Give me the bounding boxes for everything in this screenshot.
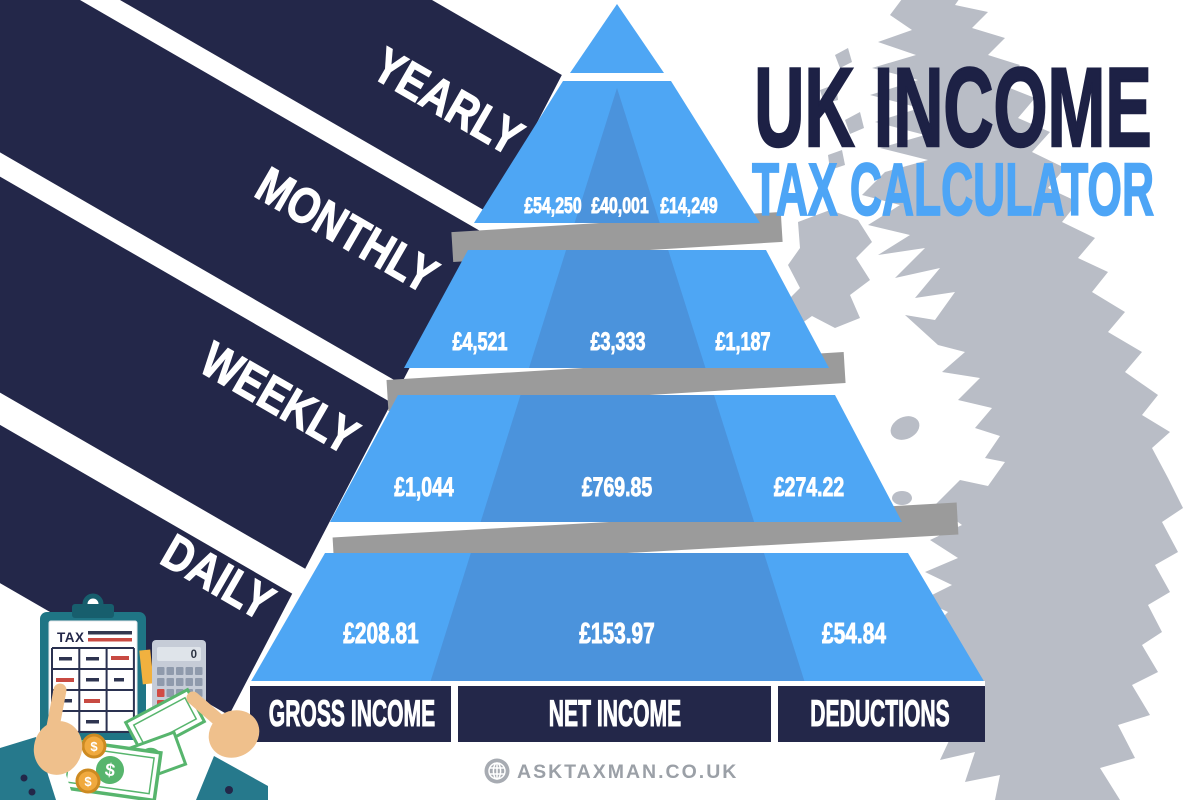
svg-text:$: $ (104, 759, 117, 780)
money-bills-icon: $ $ (57, 687, 207, 800)
ribbon-weekly (0, 0, 548, 655)
island-shape (828, 150, 845, 170)
pyramid-values: £54,250 £40,001 £14,249 £4,521 £3,333 £1… (343, 193, 887, 651)
legend-deductions: DEDUCTIONS (810, 693, 949, 734)
island-shape (835, 48, 852, 68)
right-hand-icon (186, 691, 268, 800)
island-shape (845, 112, 864, 134)
title-block: UK INCOME TAX CALCULATOR (751, 44, 1155, 232)
legend-divider (451, 683, 458, 744)
daily-deductions-value: £54.84 (822, 618, 886, 650)
legend-bar-top-gap (250, 681, 985, 686)
uk-map-silhouette (786, 0, 1183, 800)
monthly-gross-value: £4,521 (452, 328, 507, 356)
island-shape (892, 491, 912, 505)
pencil-icon (139, 649, 154, 685)
tax-form-grid (51, 647, 135, 733)
daily-gross-value: £208.81 (343, 618, 419, 650)
monthly-net-value: £3,333 (590, 328, 645, 356)
globe-icon (484, 758, 510, 784)
monthly-deductions-value: £1,187 (715, 328, 770, 356)
clipboard-tax-label: TAX (57, 630, 85, 645)
clipboard-clip (72, 604, 114, 618)
legend-gross-income: GROSS INCOME (269, 693, 435, 734)
great-britain-shape (862, 0, 1183, 800)
shelf-1 (451, 211, 783, 263)
weekly-net-value: £769.85 (582, 472, 652, 502)
tax-illustration: TAX 0 (0, 593, 268, 800)
weekly-gross-value: £1,044 (394, 472, 454, 502)
website-link[interactable]: ASKTAXMAN.CO.UK (517, 761, 738, 783)
tax-form-entries (56, 656, 129, 724)
isle-of-man-shape (890, 416, 920, 440)
island-shape (820, 84, 838, 104)
period-ribbons: YEARLY MONTHLY WEEKLY DAILY (0, 0, 632, 798)
yearly-net-value: £40,001 (591, 193, 648, 218)
left-hand-icon (0, 683, 83, 800)
weekly-deductions-value: £274.22 (774, 472, 844, 502)
legend-divider (771, 683, 778, 744)
daily-net-value: £153.97 (579, 618, 655, 650)
legend-net-income: NET INCOME (549, 693, 681, 734)
legend-bar: GROSS INCOME NET INCOME DEDUCTIONS (250, 681, 985, 744)
calculator-display: 0 (191, 649, 197, 661)
legend-bar-bg (250, 686, 985, 742)
pyramid-tip (570, 4, 664, 73)
northern-ireland-shape (786, 210, 872, 328)
ribbon-yearly (0, 0, 632, 309)
ribbon-monthly (0, 0, 632, 475)
clipboard-tax-icon: TAX (40, 593, 146, 740)
footer: ASKTAXMAN.CO.UK (484, 758, 738, 784)
svg-text:$: $ (84, 774, 92, 789)
yearly-deductions-value: £14,249 (660, 193, 717, 218)
ribbon-daily (0, 58, 440, 798)
page-title: UK INCOME (754, 45, 1151, 170)
svg-text:$: $ (90, 739, 98, 754)
page-subtitle: TAX CALCULATOR (752, 148, 1154, 231)
yearly-gross-value: £54,250 (524, 193, 581, 218)
